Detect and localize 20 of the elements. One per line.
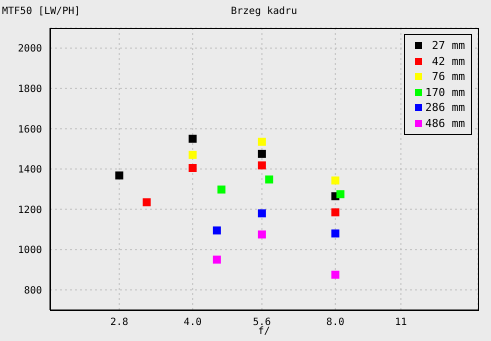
- legend-label: 27 mm: [430, 38, 465, 54]
- y-tick-label: 1400: [18, 164, 42, 176]
- y-tick-label: 800: [24, 285, 42, 296]
- y-tick-label: 1800: [18, 84, 42, 95]
- legend-label: 170 mm: [425, 84, 465, 100]
- y-tick-label: 1000: [18, 245, 42, 256]
- y-tick-label: 2000: [18, 44, 42, 55]
- legend-label: 42 mm: [430, 54, 465, 69]
- y-tick-label: 1200: [18, 204, 42, 216]
- x-tick-label: 8.0: [326, 317, 344, 328]
- x-axis-title: f/: [258, 326, 270, 337]
- legend-label: 76 mm: [430, 69, 465, 84]
- x-tick-label: 4.0: [184, 317, 202, 328]
- y-tick-label: 1600: [18, 124, 42, 136]
- legend-label: 486 mm: [425, 116, 465, 131]
- legend-label: 286 mm: [425, 100, 465, 116]
- x-tick-label: 2.8: [110, 317, 128, 328]
- chart-title: Brzeg kadru: [230, 6, 298, 17]
- x-tick-label: 11: [394, 317, 407, 328]
- y-axis-title: MTF50 [LW/PH]: [2, 6, 80, 17]
